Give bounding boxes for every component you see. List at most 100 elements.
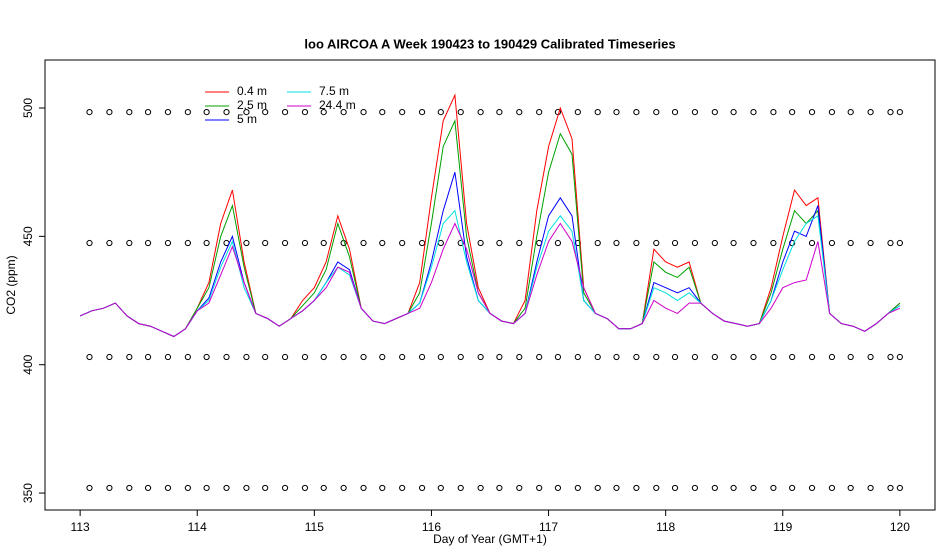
calibration-point	[847, 484, 854, 492]
calibration-point	[399, 239, 406, 247]
calibration-point	[399, 353, 406, 361]
calibration-point	[379, 109, 386, 116]
calibration-point	[477, 353, 484, 361]
calibration-point	[574, 353, 581, 361]
calibration-point	[360, 484, 367, 492]
series-line	[79, 172, 901, 338]
calibration-point	[437, 484, 444, 492]
calibration-point	[828, 484, 836, 492]
calibration-point	[789, 109, 796, 116]
calibration-point	[184, 109, 191, 116]
calibration-point	[281, 239, 289, 247]
calibration-point	[281, 484, 289, 492]
calibration-point	[262, 353, 269, 361]
x-tick-label: 113	[71, 520, 90, 534]
calibration-point	[554, 353, 562, 361]
calibration-point	[808, 109, 816, 116]
calibration-point	[184, 239, 191, 247]
calibration-point	[320, 109, 327, 116]
calibration-point	[223, 353, 230, 361]
calibration-point	[144, 239, 152, 247]
calibration-point	[691, 484, 699, 492]
calibration-point	[516, 353, 523, 361]
calibration-point	[711, 239, 718, 247]
calibration-point	[457, 484, 464, 492]
calibration-point	[144, 484, 152, 492]
calibration-point	[203, 239, 210, 247]
calibration-point	[828, 109, 836, 116]
calibration-point	[126, 109, 133, 116]
calibration-point	[613, 484, 620, 492]
calibration-point	[340, 484, 347, 492]
calibration-point	[594, 484, 601, 492]
calibration-point	[730, 353, 737, 361]
calibration-point	[164, 353, 172, 361]
calibration-point	[691, 353, 699, 361]
calibration-point	[613, 239, 620, 247]
legend-label: 2.5 m	[237, 98, 267, 112]
calibration-point	[243, 353, 250, 361]
calibration-point	[496, 484, 503, 492]
calibration-point	[126, 353, 133, 361]
calibration-point	[418, 484, 426, 492]
y-tick-label: 450	[21, 226, 35, 246]
calibration-point	[496, 109, 503, 116]
calibration-point	[360, 109, 367, 116]
calibration-point	[126, 239, 133, 247]
calibration-point	[301, 353, 309, 361]
calibration-point	[711, 109, 718, 116]
calibration-point	[867, 484, 874, 492]
calibration-point	[320, 239, 327, 247]
x-tick-label: 115	[305, 520, 324, 534]
calibration-point	[243, 109, 250, 116]
calibration-point	[633, 109, 640, 116]
legend-label: 5 m	[237, 112, 257, 126]
calibration-point	[633, 353, 640, 361]
calibration-point	[574, 484, 581, 492]
calibration-point	[243, 239, 250, 247]
series-line	[79, 209, 901, 338]
y-tick-label: 400	[21, 354, 35, 374]
calibration-point	[653, 484, 660, 492]
calibration-point	[867, 239, 874, 247]
legend-label: 0.4 m	[237, 84, 267, 98]
calibration-point	[770, 353, 777, 361]
calibration-point	[828, 353, 836, 361]
calibration-point	[671, 484, 679, 492]
calibration-point	[847, 239, 854, 247]
calibration-point	[554, 484, 562, 492]
calibration-point	[86, 239, 93, 247]
calibration-point	[144, 353, 152, 361]
calibration-point	[808, 353, 816, 361]
calibration-point	[360, 353, 367, 361]
legend-label: 24.4 m	[319, 98, 356, 112]
calibration-point	[808, 239, 816, 247]
calibration-point	[711, 484, 718, 492]
calibration-point	[750, 353, 757, 361]
calibration-point	[379, 484, 386, 492]
series-line	[79, 222, 901, 338]
calibration-point	[203, 353, 210, 361]
calibration-point	[301, 239, 309, 247]
calibration-point	[887, 484, 894, 492]
x-tick-label: 114	[188, 520, 207, 534]
calibration-point	[243, 484, 250, 492]
calibration-point	[223, 484, 230, 492]
calibration-point	[808, 484, 816, 492]
calibration-point	[711, 353, 718, 361]
calibration-point	[671, 239, 679, 247]
calibration-point	[477, 239, 484, 247]
x-axis-label: Day of Year (GMT+1)	[433, 532, 547, 546]
calibration-point	[360, 239, 367, 247]
calibration-point	[750, 109, 757, 116]
calibration-point	[594, 109, 601, 116]
calibration-point	[896, 353, 903, 361]
calibration-point	[301, 109, 309, 116]
calibration-point	[203, 484, 210, 492]
calibration-point	[847, 109, 854, 116]
calibration-point	[516, 484, 523, 492]
calibration-point	[457, 109, 464, 116]
calibration-point	[223, 109, 230, 116]
calibration-point	[86, 109, 93, 116]
